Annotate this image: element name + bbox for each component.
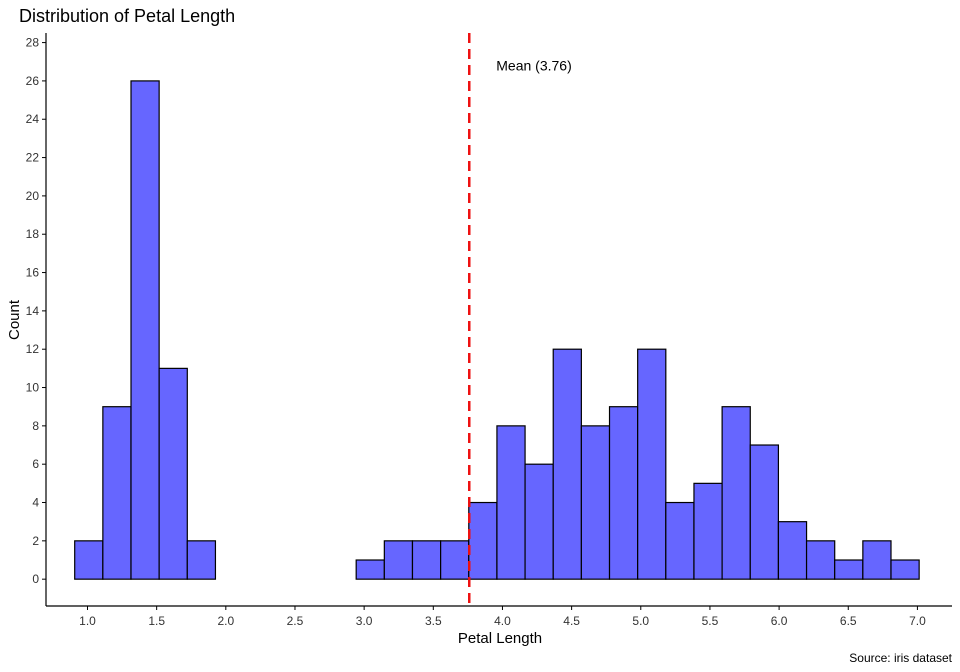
histogram-bar-12 <box>411 540 442 580</box>
x-tick-label: 2.0 <box>217 614 234 628</box>
y-tick-label: 22 <box>26 151 40 165</box>
histogram-bar-29 <box>890 559 920 580</box>
histogram-bar-1 <box>102 406 132 580</box>
y-tick-label: 10 <box>26 381 40 395</box>
histogram-bar-2 <box>130 80 160 580</box>
histogram-bar-24 <box>749 444 780 580</box>
histogram-bar-22 <box>693 482 723 580</box>
y-tick-label: 4 <box>32 496 39 510</box>
histogram-bar-26 <box>805 540 836 580</box>
y-tick-label: 24 <box>26 112 40 126</box>
y-tick-label: 16 <box>26 266 40 280</box>
histogram-bar-10 <box>355 559 385 580</box>
x-tick-label: 5.5 <box>702 614 719 628</box>
histogram-bar-3 <box>158 367 188 580</box>
histogram-bar-27 <box>834 559 864 580</box>
y-tick-label: 26 <box>26 74 40 88</box>
y-tick-label: 2 <box>32 534 39 548</box>
histogram-bar-20 <box>637 348 667 580</box>
x-tick-label: 6.5 <box>840 614 857 628</box>
y-tick-label: 20 <box>26 189 40 203</box>
histogram-bar-4 <box>186 540 217 580</box>
x-tick-label: 2.5 <box>287 614 304 628</box>
y-tick-label: 12 <box>26 342 40 356</box>
histogram-bar-15 <box>496 425 526 580</box>
x-tick-label: 3.0 <box>356 614 373 628</box>
chart-title: Distribution of Petal Length <box>19 6 235 26</box>
x-tick-label: 1.5 <box>148 614 165 628</box>
histogram-bar-17 <box>552 348 582 580</box>
histogram-bar-16 <box>524 463 554 580</box>
x-tick-label: 1.0 <box>79 614 96 628</box>
y-tick-label: 28 <box>26 36 40 50</box>
x-tick-label: 3.5 <box>425 614 442 628</box>
x-axis-title: Petal Length <box>458 630 542 647</box>
histogram-bar-13 <box>440 540 470 580</box>
y-tick-label: 8 <box>32 419 39 433</box>
x-tick-label: 6.0 <box>771 614 788 628</box>
x-tick-label: 5.0 <box>632 614 649 628</box>
x-axis-ticks: 1.0 1.5 2.0 2.5 3.0 3.5 4.0 4.5 5.0 5.5 6.0 6.5 7.0 <box>79 606 926 628</box>
source-caption: Source: iris dataset <box>849 651 952 665</box>
mean-label: Mean (3.76) <box>496 58 571 74</box>
histogram-bar-0 <box>74 540 104 580</box>
y-tick-label: 6 <box>32 457 39 471</box>
histogram-bar-18 <box>580 425 611 580</box>
x-tick-label: 4.5 <box>563 614 580 628</box>
y-tick-label: 14 <box>26 304 40 318</box>
histogram-bar-23 <box>721 406 751 580</box>
histogram-bar-14 <box>468 501 498 580</box>
y-tick-label: 18 <box>26 227 40 241</box>
x-tick-label: 4.0 <box>494 614 511 628</box>
histogram-bar-25 <box>777 521 808 580</box>
histogram-bar-28 <box>862 540 892 580</box>
histogram-bar-11 <box>383 540 414 580</box>
histogram-bar-21 <box>665 501 695 580</box>
bars-group <box>74 80 920 580</box>
histogram-bar-19 <box>608 406 639 580</box>
x-tick-label: 7.0 <box>909 614 926 628</box>
y-axis-title: Count <box>6 299 23 340</box>
y-tick-label: 0 <box>32 572 39 586</box>
